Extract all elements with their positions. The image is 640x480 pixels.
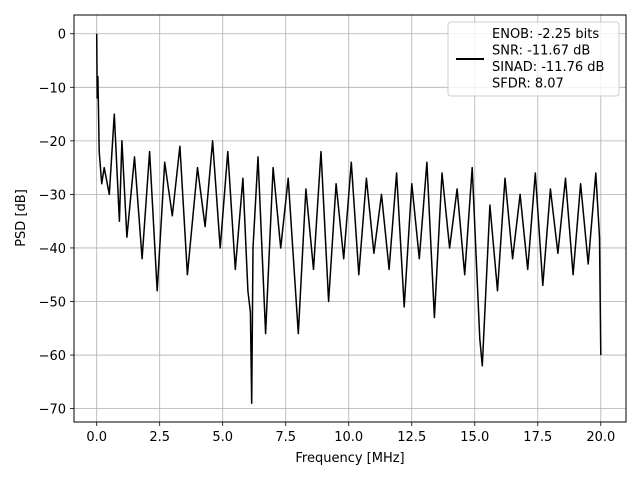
x-tick-label: 17.5	[523, 430, 552, 445]
legend: ENOB: -2.25 bits SNR: -11.67 dB SINAD: -11…	[447, 21, 620, 97]
y-tick-label: −60	[39, 349, 66, 364]
legend-box	[447, 21, 620, 97]
x-tick-label: 12.5	[397, 430, 426, 445]
legend-entry-text: ENOB: -2.25 bits SNR: -11.67 dB SINAD: -11…	[492, 27, 604, 92]
x-axis: 0.0 2.5 5.0 7.5 10.0 12.5 15.0 17.5 20.0	[86, 422, 615, 445]
y-tick-label: −70	[39, 403, 66, 418]
y-tick-label: 0	[58, 28, 66, 43]
y-tick-label: −50	[39, 296, 66, 311]
legend-text-line: ENOB: -2.25 bits	[492, 27, 599, 42]
y-axis-label: PSD [dB]	[14, 189, 29, 247]
y-tick-label: −10	[39, 81, 66, 96]
plot-frame	[73, 14, 627, 423]
x-tick-label: 5.0	[212, 430, 233, 445]
legend-text-line: SINAD: -11.76 dB	[492, 60, 604, 75]
y-tick-label: −40	[39, 242, 66, 257]
x-tick-label: 10.0	[334, 430, 363, 445]
y-axis: 0 −10 −20 −30 −40 −50 −60 −70	[39, 28, 74, 418]
x-tick-label: 7.5	[275, 430, 296, 445]
x-tick-label: 20.0	[586, 430, 615, 445]
x-tick-label: 2.5	[149, 430, 170, 445]
legend-text-line: SFDR: 8.07	[492, 77, 564, 92]
y-tick-label: −20	[39, 135, 66, 150]
y-tick-label: −30	[39, 188, 66, 203]
legend-text-line: SNR: -11.67 dB	[492, 44, 590, 59]
series-line	[95, 33, 602, 405]
x-tick-label: 0.0	[86, 430, 107, 445]
data-series	[95, 33, 602, 405]
x-axis-label: Frequency [MHz]	[295, 451, 404, 466]
x-tick-label: 15.0	[460, 430, 489, 445]
